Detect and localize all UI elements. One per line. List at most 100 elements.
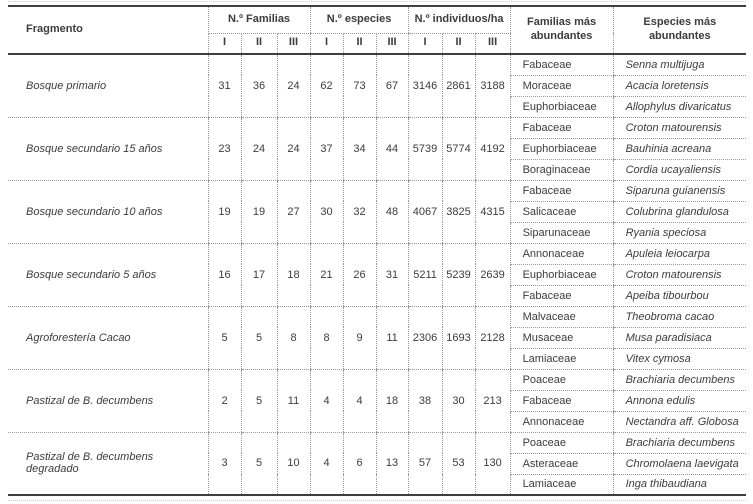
count-cell: 4	[309, 369, 344, 433]
table-row: Moraceae Acacia loretensis	[8, 75, 747, 97]
table-body: Bosque primario 31 36 24 62 73 67 3146 2861 3188 F…	[8, 54, 747, 496]
count-cell: 8	[276, 306, 311, 370]
col-header-familias-abundantes: Familias más abundantes	[509, 6, 614, 55]
table-row: Agroforestería Cacao 5 5 8 8 9 11 2306 1693 2128 M…	[8, 306, 747, 370]
familia-abundante-cell: Malvaceae	[509, 306, 614, 328]
count-cell: 67	[375, 54, 409, 118]
count-cell: 4192	[474, 117, 511, 181]
especie-abundante-cell: Bauhinia acreana	[612, 138, 747, 160]
count-cell: 8	[309, 306, 344, 370]
table-row: Annonaceae Nectandra aff. Globosa	[8, 411, 747, 433]
count-cell: 21	[309, 243, 344, 307]
table-row: Euphorbiaceae Allophylus divaricatus	[8, 96, 747, 118]
count-cell: 3	[207, 432, 241, 496]
count-cell: 1693	[441, 306, 476, 370]
subcol-individuos-II: II	[441, 33, 476, 55]
familia-abundante-cell: Annonaceae	[509, 243, 614, 265]
familia-abundante-cell: Poaceae	[509, 369, 614, 391]
count-cell: 34	[342, 117, 377, 181]
table-row: Bosque secundario 5 años 16 17 18 21 26 31 5211…	[8, 243, 747, 307]
count-cell: 5774	[441, 117, 476, 181]
table-row: Asteraceae Chromolaena laevigata	[8, 453, 747, 475]
subcol-familias-I: I	[207, 33, 241, 55]
count-cell: 3188	[474, 54, 511, 118]
fragment-name-cell: Agroforestería Cacao	[8, 306, 208, 370]
familia-abundante-cell: Fabaceae	[509, 180, 614, 202]
table-row: Lamiaceae Vitex cymosa	[8, 348, 747, 370]
familia-abundante-cell: Lamiaceae	[509, 474, 614, 496]
subcol-familias-III: III	[276, 33, 311, 55]
especie-abundante-cell: Theobroma cacao	[612, 306, 747, 328]
count-cell: 2306	[407, 306, 443, 370]
count-cell: 11	[276, 369, 311, 433]
subcol-familias-II: II	[240, 33, 277, 55]
count-cell: 32	[342, 180, 377, 244]
count-cell: 2861	[441, 54, 476, 118]
especie-abundante-cell: Nectandra aff. Globosa	[612, 411, 747, 433]
table-row: Euphorbiaceae Croton matourensis	[8, 264, 747, 286]
col-header-especies-abundantes: Especies más abundantes	[612, 6, 747, 55]
count-cell: 2	[207, 369, 241, 433]
familia-abundante-cell: Fabaceae	[509, 54, 614, 76]
familia-abundante-cell: Musaceae	[509, 327, 614, 349]
especie-abundante-cell: Apeiba tibourbou	[612, 285, 747, 307]
count-cell: 18	[375, 369, 409, 433]
col-group-num-familias: N.º Familias	[207, 6, 311, 34]
familia-abundante-cell: Annonaceae	[509, 411, 614, 433]
fragment-name-cell: Pastizal de B. decumbens	[8, 369, 208, 433]
count-cell: 44	[375, 117, 409, 181]
count-cell: 26	[342, 243, 377, 307]
count-cell: 19	[207, 180, 241, 244]
count-cell: 3825	[441, 180, 476, 244]
count-cell: 24	[240, 117, 277, 181]
count-cell: 4067	[407, 180, 443, 244]
count-cell: 24	[276, 117, 311, 181]
table-row: Pastizal de B. decumbens 2 5 11 4 4 18 38 30 213 P…	[8, 369, 747, 433]
especie-abundante-cell: Ryania speciosa	[612, 222, 747, 244]
fragment-name-cell: Bosque secundario 5 años	[8, 243, 208, 307]
col-group-num-individuos: N.º individuos/ha	[407, 6, 511, 34]
count-cell: 57	[407, 432, 443, 496]
familia-abundante-cell: Euphorbiaceae	[509, 96, 614, 118]
especie-abundante-cell: Apuleia leiocarpa	[612, 243, 747, 265]
count-cell: 5	[240, 369, 277, 433]
count-cell: 213	[474, 369, 511, 433]
count-cell: 5739	[407, 117, 443, 181]
count-cell: 5	[240, 306, 277, 370]
count-cell: 30	[309, 180, 344, 244]
count-cell: 17	[240, 243, 277, 307]
count-cell: 36	[240, 54, 277, 118]
especie-abundante-cell: Chromolaena laevigata	[612, 453, 747, 475]
count-cell: 31	[375, 243, 409, 307]
count-cell: 31	[207, 54, 241, 118]
subcol-especies-II: II	[342, 33, 377, 55]
table-row: Boraginaceae Cordia ucayaliensis	[8, 159, 747, 181]
familia-abundante-cell: Fabaceae	[509, 285, 614, 307]
table-row: Pastizal de B. decumbens degradado 3 5 10 4 6…	[8, 432, 747, 496]
especie-abundante-cell: Cordia ucayaliensis	[612, 159, 747, 181]
table-header: Fragmento N.º Familias N.º especies N.º …	[8, 6, 747, 55]
especie-abundante-cell: Colubrina glandulosa	[612, 201, 747, 223]
subcol-especies-III: III	[375, 33, 409, 55]
count-cell: 37	[309, 117, 344, 181]
count-cell: 4315	[474, 180, 511, 244]
table-row: Bosque secundario 15 años 23 24 24 37 34 44 573…	[8, 117, 747, 181]
count-cell: 6	[342, 432, 377, 496]
table-row: Musaceae Musa paradisiaca	[8, 327, 747, 349]
familia-abundante-cell: Euphorbiaceae	[509, 138, 614, 160]
count-cell: 2639	[474, 243, 511, 307]
count-cell: 24	[276, 54, 311, 118]
especie-abundante-cell: Senna multijuga	[612, 54, 747, 76]
table-row: Euphorbiaceae Bauhinia acreana	[8, 138, 747, 160]
especie-abundante-cell: Annona edulis	[612, 390, 747, 412]
familia-abundante-cell: Lamiaceae	[509, 348, 614, 370]
fragment-name-cell: Bosque primario	[8, 54, 208, 118]
subcol-especies-I: I	[309, 33, 344, 55]
table-row: Siparunaceae Ryania speciosa	[8, 222, 747, 244]
count-cell: 23	[207, 117, 241, 181]
count-cell: 10	[276, 432, 311, 496]
page-frame-top	[8, 1, 746, 2]
count-cell: 3146	[407, 54, 443, 118]
familia-abundante-cell: Salicaceae	[509, 201, 614, 223]
